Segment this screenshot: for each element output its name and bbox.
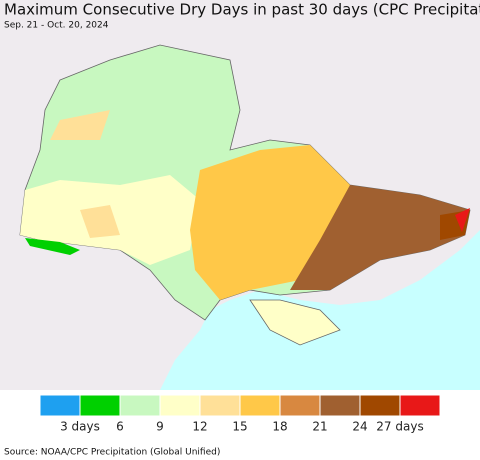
legend-label: 27 days [376, 420, 423, 434]
legend-swatch [199, 394, 241, 417]
legend-label: 18 [272, 420, 287, 434]
map-title: Maximum Consecutive Dry Days in past 30 … [4, 1, 480, 19]
region-15 [50, 110, 120, 238]
legend: 3 days 6 9 12 15 18 21 24 27 days [39, 394, 441, 434]
legend-swatch [359, 394, 401, 417]
legend-swatch [239, 394, 281, 417]
legend-label: 12 [192, 420, 207, 434]
legend-swatch [279, 394, 321, 417]
legend-swatch [79, 394, 121, 417]
legend-swatch [119, 394, 161, 417]
region-30 [455, 208, 470, 232]
legend-label: 15 [232, 420, 247, 434]
region-6 [25, 238, 80, 255]
crimea [249, 299, 341, 346]
legend-label: 9 [156, 420, 164, 434]
map-subtitle: Sep. 21 - Oct. 20, 2024 [4, 21, 109, 31]
legend-swatch [159, 394, 201, 417]
legend-label: 3 days [60, 420, 100, 434]
legend-swatch [319, 394, 361, 417]
region-24 [290, 185, 470, 290]
legend-swatch [39, 394, 81, 417]
legend-label: 6 [116, 420, 124, 434]
legend-label: 21 [312, 420, 327, 434]
legend-label: 24 [352, 420, 367, 434]
source-note: Source: NOAA/CPC Precipitation (Global U… [4, 448, 220, 458]
legend-swatch [399, 394, 441, 417]
